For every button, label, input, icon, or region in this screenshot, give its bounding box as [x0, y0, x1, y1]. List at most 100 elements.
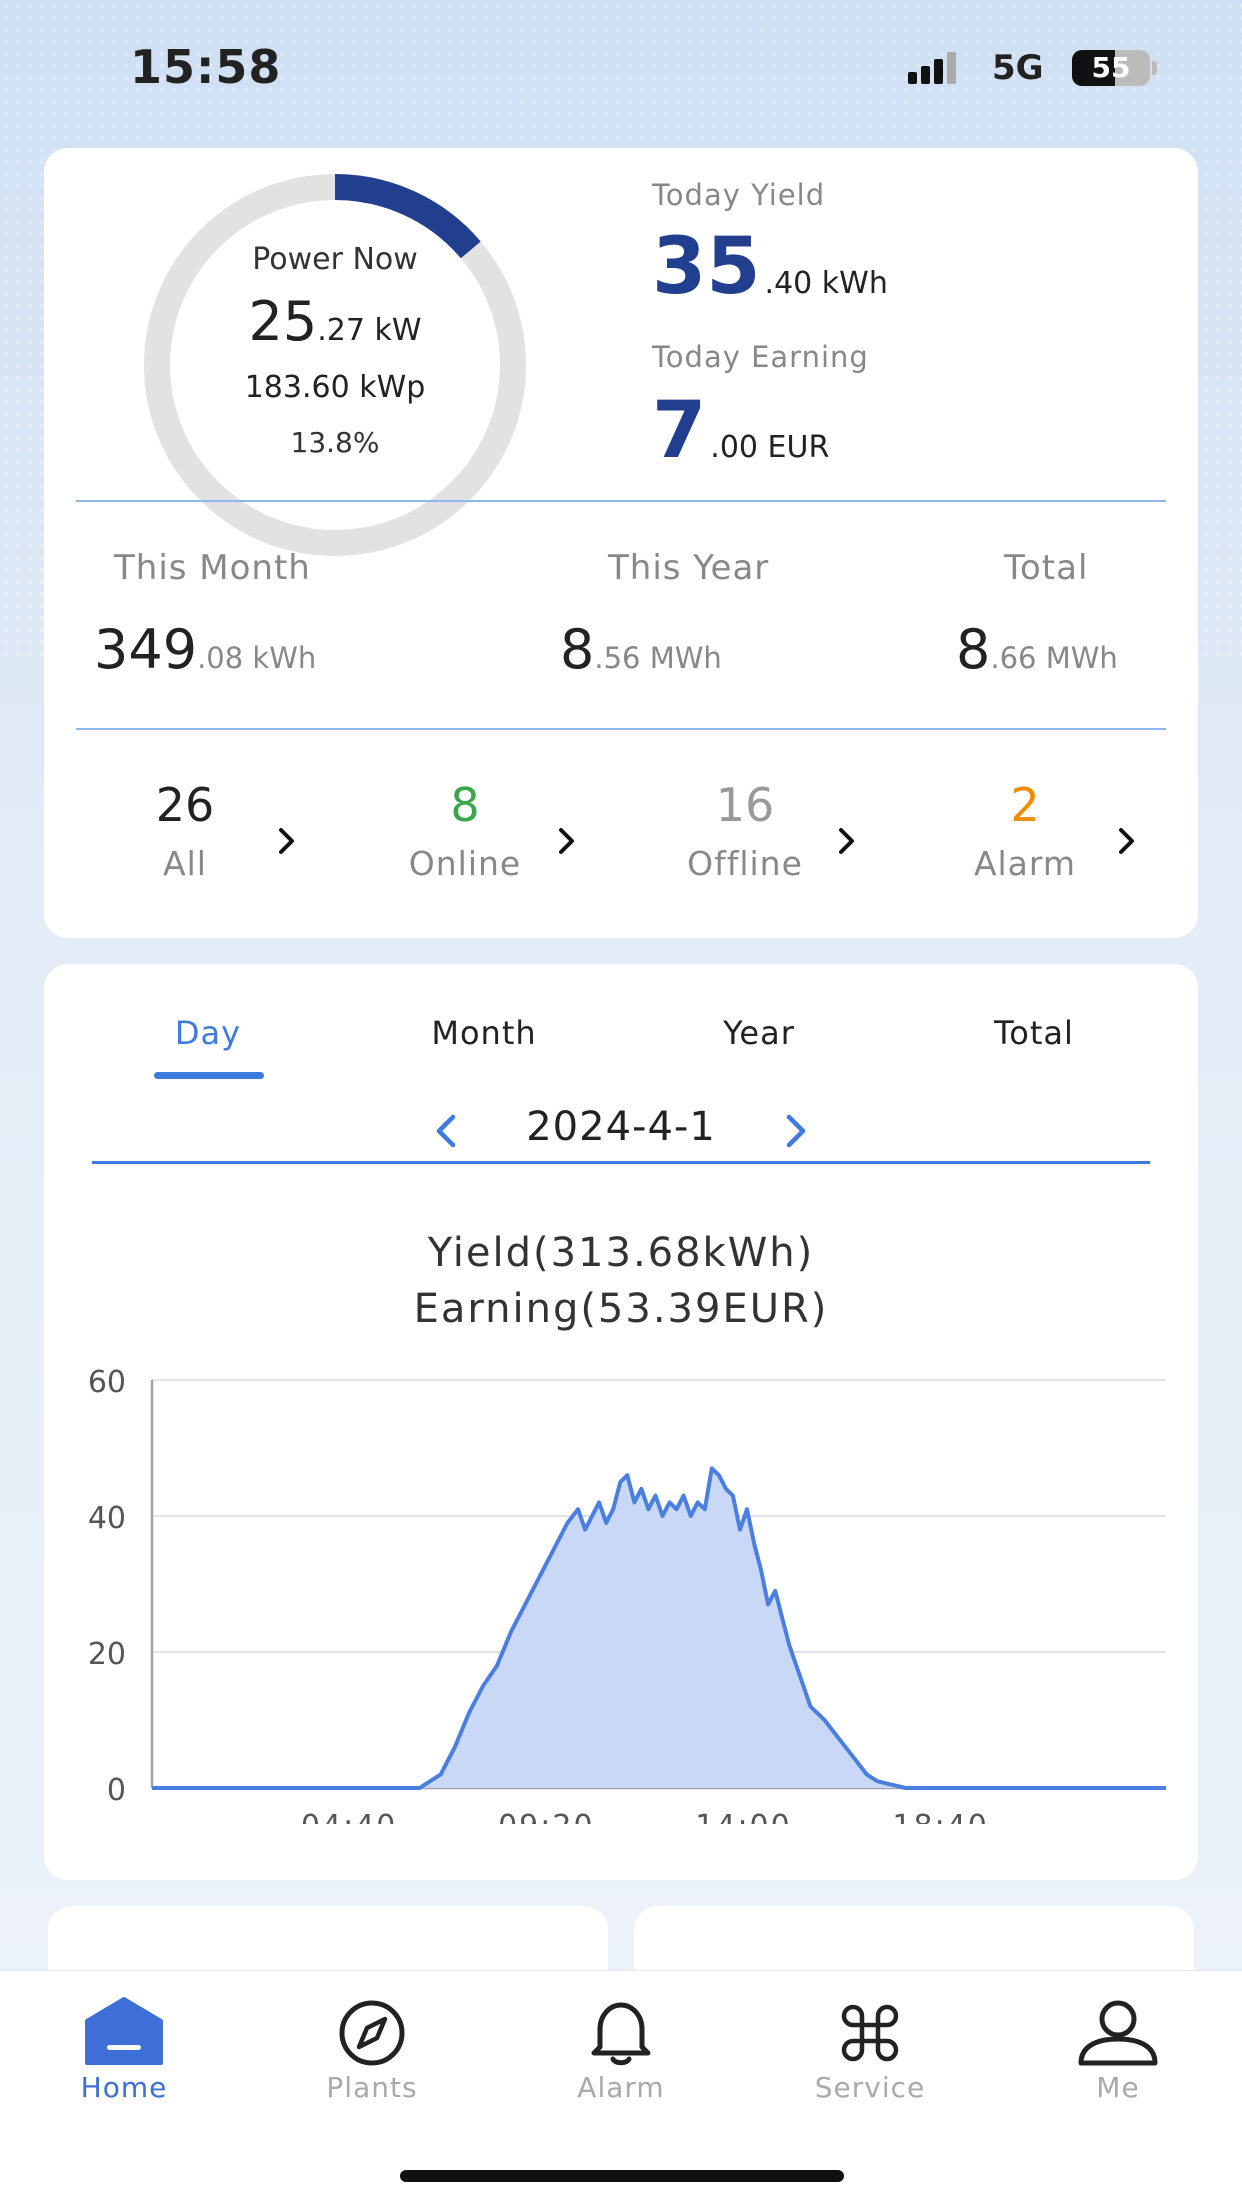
- tab-alarm[interactable]: Alarm: [521, 1997, 721, 2104]
- y-tick-label: 40: [88, 1501, 126, 1536]
- counter-all-label: All: [163, 844, 207, 883]
- today-yield: Today Yield 35.40 kWh: [652, 178, 1172, 312]
- tab-home-label: Home: [80, 2071, 168, 2104]
- chevron-right-icon: [839, 828, 854, 854]
- x-tick-label: 18:40: [892, 1809, 988, 1824]
- total-dec: .66 MWh: [990, 641, 1118, 675]
- command-icon: [841, 2004, 899, 2062]
- chevron-right-icon: [1119, 828, 1134, 854]
- signal-icon: [908, 52, 958, 84]
- this-year-int: 8: [560, 618, 595, 681]
- y-tick-label: 0: [107, 1773, 126, 1808]
- status-time: 15:58: [130, 40, 282, 94]
- power-now-int: 25: [248, 290, 318, 353]
- network-type: 5G: [992, 48, 1044, 88]
- tab-total[interactable]: Total: [994, 1014, 1074, 1052]
- today-yield-label: Today Yield: [652, 178, 826, 212]
- tab-service-label: Service: [814, 2071, 926, 2104]
- total-int: 8: [956, 618, 991, 681]
- total-label: Total: [1004, 548, 1089, 588]
- period-tabs: Day Month Year Total: [44, 1014, 1198, 1084]
- chart-title-yield: Yield(313.68kWh): [427, 1230, 815, 1276]
- series-line: [152, 1466, 1166, 1790]
- counter-alarm-label: Alarm: [973, 844, 1077, 883]
- today-earning-int: 7: [652, 386, 707, 476]
- summary-card: Power Now 25.27 kW 183.60 kWp 13.8% Toda…: [44, 148, 1198, 938]
- tab-plants[interactable]: Plants: [272, 1997, 472, 2104]
- power-now-value: 25.27 kW: [140, 290, 530, 353]
- tab-service[interactable]: Service: [770, 1997, 970, 2104]
- tab-me[interactable]: Me: [1018, 1997, 1218, 2104]
- total-stat: Total 8.66 MWh: [956, 548, 1176, 681]
- bottom-tab-bar: Home Plants Alarm Service Me: [0, 1970, 1242, 2208]
- y-tick-label: 60: [88, 1365, 126, 1400]
- date-divider: [92, 1161, 1150, 1164]
- chart-card: Day Month Year Total 2024-4-1 Yield(313.…: [44, 964, 1198, 1880]
- counter-all-count: 26: [155, 778, 215, 832]
- today-earning-value: 7.00 EUR: [652, 386, 829, 476]
- active-tab-indicator: [154, 1072, 264, 1079]
- series-area: [152, 1468, 1166, 1788]
- counter-alarm-count: 2: [1010, 778, 1040, 832]
- this-year-dec: .56 MWh: [594, 641, 722, 675]
- total-value: 8.66 MWh: [956, 618, 1176, 681]
- date-selector: 2024-4-1: [44, 1100, 1198, 1180]
- battery-icon: 55: [1072, 50, 1150, 86]
- this-month-label: This Month: [114, 548, 311, 588]
- person-icon: [1078, 2000, 1158, 2066]
- chevron-right-icon[interactable]: [772, 1108, 818, 1154]
- tab-plants-label: Plants: [326, 2071, 418, 2104]
- x-tick-label: 14:00: [695, 1809, 791, 1824]
- chevron-right-icon: [279, 828, 294, 854]
- battery-tip: [1152, 61, 1157, 75]
- power-gauge: [144, 174, 526, 556]
- counter-all[interactable]: 26 All: [110, 778, 310, 888]
- chevron-right-icon: [559, 828, 574, 854]
- tab-year[interactable]: Year: [723, 1014, 795, 1052]
- home-indicator: [400, 2170, 844, 2182]
- power-now-dec: .27 kW: [317, 313, 422, 348]
- power-percent: 13.8%: [290, 426, 380, 459]
- tab-day[interactable]: Day: [174, 1014, 242, 1052]
- this-year-stat: This Year 8.56 MWh: [560, 548, 900, 681]
- today-yield-value: 35.40 kWh: [652, 222, 1172, 312]
- today-earning-label: Today Earning: [652, 340, 869, 374]
- this-year-label: This Year: [608, 548, 770, 588]
- counter-offline-label: Offline: [687, 844, 803, 883]
- yield-chart[interactable]: 0 20 40 60 04:40 09:20 14:00 18:40: [44, 1344, 1198, 1824]
- counter-online[interactable]: 8 Online: [390, 778, 590, 888]
- today-yield-int: 35: [652, 222, 761, 312]
- compass-icon: [339, 2000, 405, 2066]
- tab-alarm-label: Alarm: [577, 2071, 665, 2104]
- chevron-left-icon[interactable]: [424, 1108, 470, 1154]
- this-year-value: 8.56 MWh: [560, 618, 900, 681]
- this-month-int: 349: [94, 618, 198, 681]
- bell-icon: [591, 2002, 651, 2066]
- this-month-stat: This Month 349.08 kWh: [94, 548, 434, 681]
- tab-home[interactable]: Home: [24, 1997, 224, 2104]
- counter-alarm[interactable]: 2 Alarm: [950, 778, 1150, 888]
- counter-online-label: Online: [408, 844, 522, 883]
- divider: [76, 500, 1166, 502]
- counter-offline[interactable]: 16 Offline: [670, 778, 870, 888]
- tab-month[interactable]: Month: [431, 1014, 537, 1052]
- counter-offline-count: 16: [715, 778, 775, 832]
- today-yield-dec: .40 kWh: [764, 266, 888, 301]
- chart-title-earning: Earning(53.39EUR): [413, 1286, 829, 1332]
- power-capacity: 183.60 kWp: [244, 370, 426, 405]
- this-month-dec: .08 kWh: [197, 641, 317, 675]
- status-bar: 15:58 5G 55: [0, 0, 1242, 140]
- battery-percent: 55: [1091, 51, 1131, 84]
- home-icon: [85, 1997, 163, 2065]
- x-tick-label: 09:20: [498, 1809, 594, 1824]
- y-tick-label: 20: [88, 1637, 126, 1672]
- today-earning-dec: .00 EUR: [710, 430, 830, 465]
- selected-date[interactable]: 2024-4-1: [526, 1104, 716, 1150]
- power-now-panel: Power Now 25.27 kW 183.60 kWp 13.8%: [140, 170, 530, 560]
- this-month-value: 349.08 kWh: [94, 618, 434, 681]
- counter-online-count: 8: [450, 778, 480, 832]
- power-now-label: Power Now: [252, 242, 418, 277]
- tab-me-label: Me: [1096, 2071, 1140, 2104]
- divider: [76, 728, 1166, 730]
- x-tick-label: 04:40: [301, 1809, 397, 1824]
